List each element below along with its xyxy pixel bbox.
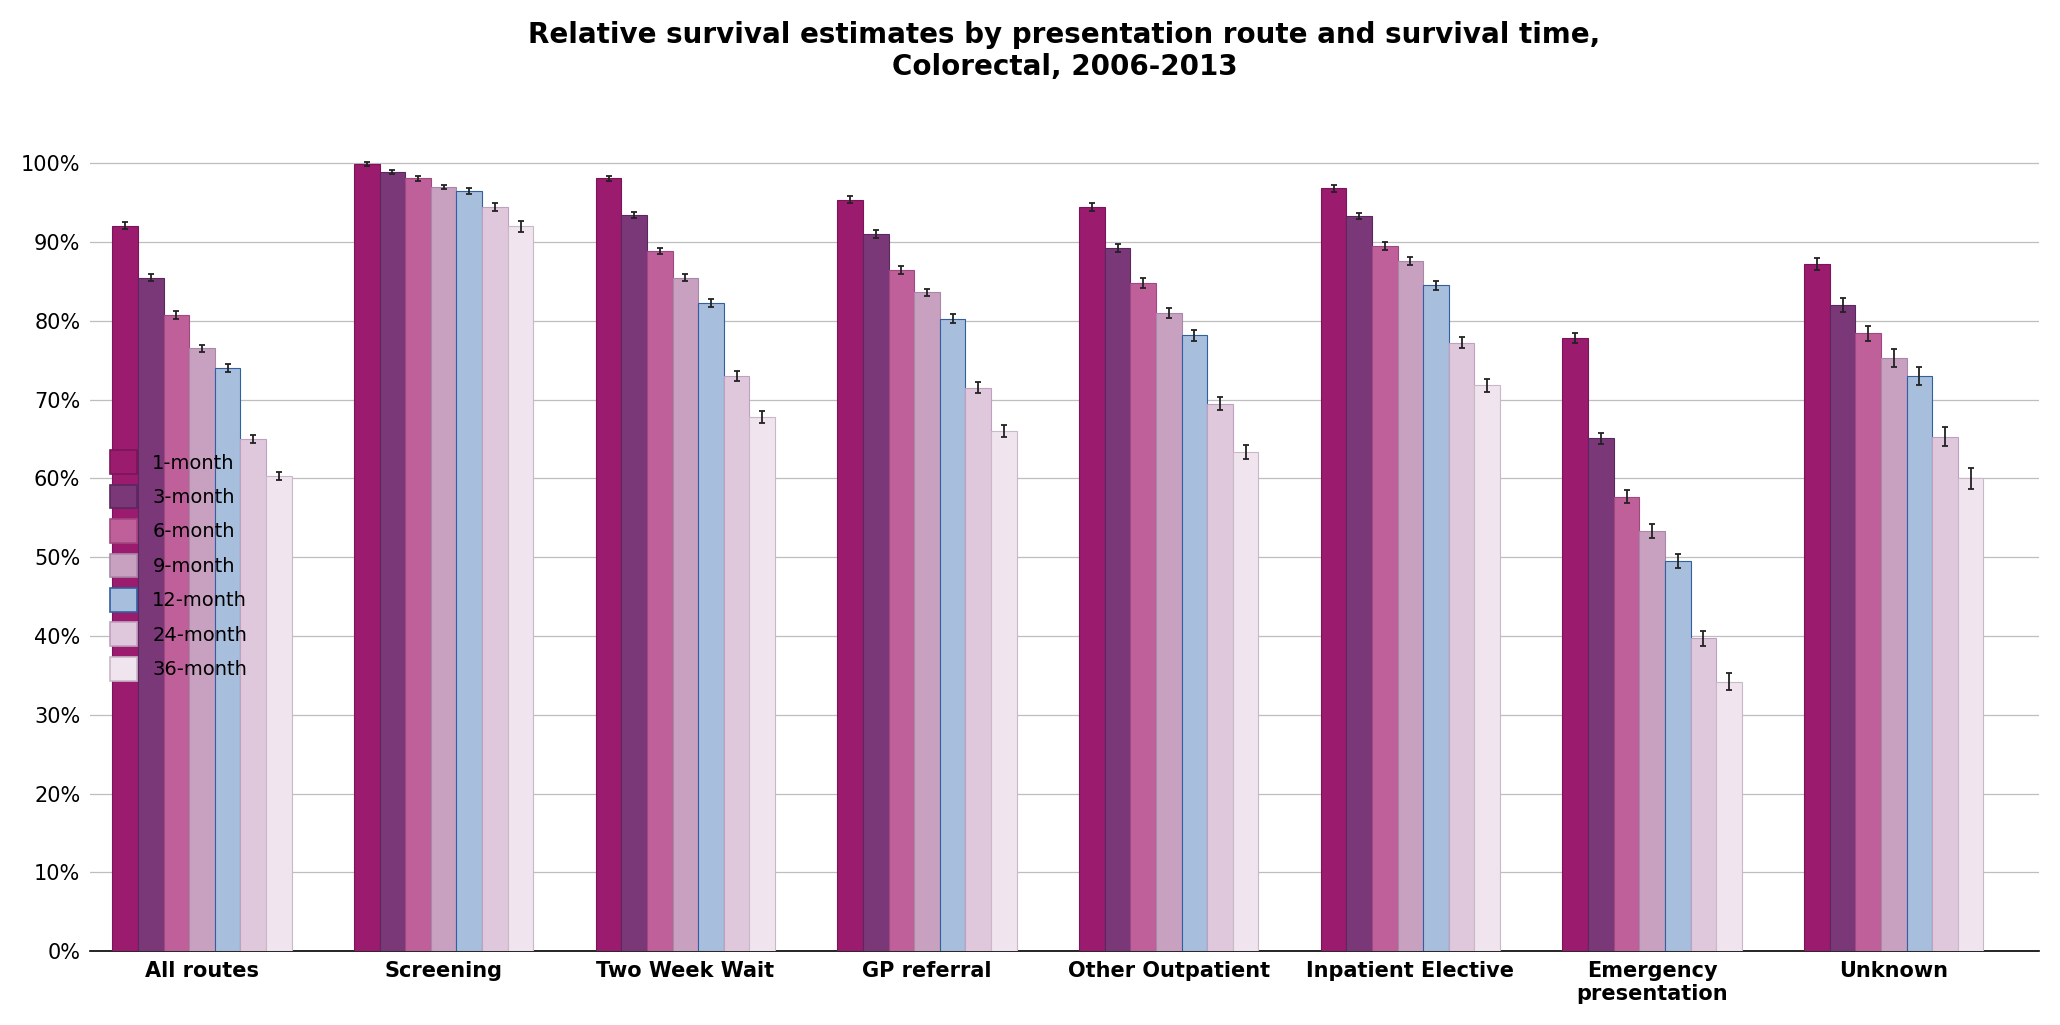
Bar bbox=[863, 234, 888, 951]
Bar bbox=[1104, 248, 1131, 951]
Bar bbox=[1805, 264, 1829, 951]
Bar bbox=[482, 207, 507, 951]
Bar bbox=[1079, 207, 1104, 951]
Bar bbox=[1613, 496, 1640, 951]
Bar bbox=[1856, 333, 1881, 951]
Bar bbox=[1372, 246, 1397, 951]
Bar bbox=[698, 302, 723, 951]
Bar bbox=[991, 432, 1018, 951]
Bar bbox=[1397, 261, 1423, 951]
Bar bbox=[1829, 305, 1856, 951]
Bar bbox=[1691, 639, 1716, 951]
Bar bbox=[622, 215, 647, 951]
Bar bbox=[354, 164, 379, 951]
Bar bbox=[838, 200, 863, 951]
Bar bbox=[1908, 376, 1932, 951]
Bar bbox=[672, 278, 698, 951]
Bar bbox=[190, 348, 214, 951]
Bar bbox=[138, 278, 163, 951]
Legend: 1-month, 3-month, 6-month, 9-month, 12-month, 24-month, 36-month: 1-month, 3-month, 6-month, 9-month, 12-m… bbox=[109, 450, 247, 681]
Bar bbox=[1881, 358, 1908, 951]
Bar bbox=[1156, 313, 1182, 951]
Bar bbox=[1182, 335, 1207, 951]
Bar bbox=[163, 315, 190, 951]
Bar bbox=[1131, 283, 1156, 951]
Bar bbox=[1664, 562, 1691, 951]
Bar bbox=[1640, 531, 1664, 951]
Bar bbox=[1475, 385, 1500, 951]
Bar bbox=[431, 187, 457, 951]
Bar bbox=[1448, 343, 1475, 951]
Bar bbox=[1716, 682, 1743, 951]
Bar bbox=[266, 476, 293, 951]
Bar bbox=[507, 227, 534, 951]
Bar bbox=[595, 178, 622, 951]
Bar bbox=[1232, 452, 1259, 951]
Bar bbox=[1588, 439, 1613, 951]
Bar bbox=[1957, 479, 1984, 951]
Bar bbox=[214, 368, 241, 951]
Bar bbox=[723, 376, 750, 951]
Bar bbox=[113, 226, 138, 951]
Bar bbox=[647, 251, 672, 951]
Bar bbox=[750, 417, 775, 951]
Bar bbox=[966, 387, 991, 951]
Bar bbox=[379, 172, 406, 951]
Bar bbox=[1347, 216, 1372, 951]
Bar bbox=[241, 439, 266, 951]
Bar bbox=[457, 191, 482, 951]
Title: Relative survival estimates by presentation route and survival time,
Colorectal,: Relative survival estimates by presentat… bbox=[529, 20, 1601, 81]
Bar bbox=[915, 292, 939, 951]
Bar bbox=[406, 178, 431, 951]
Bar bbox=[1320, 189, 1347, 951]
Bar bbox=[1932, 437, 1957, 951]
Bar bbox=[1561, 338, 1588, 951]
Bar bbox=[1423, 285, 1448, 951]
Bar bbox=[1207, 404, 1232, 951]
Bar bbox=[939, 319, 966, 951]
Bar bbox=[888, 270, 915, 951]
